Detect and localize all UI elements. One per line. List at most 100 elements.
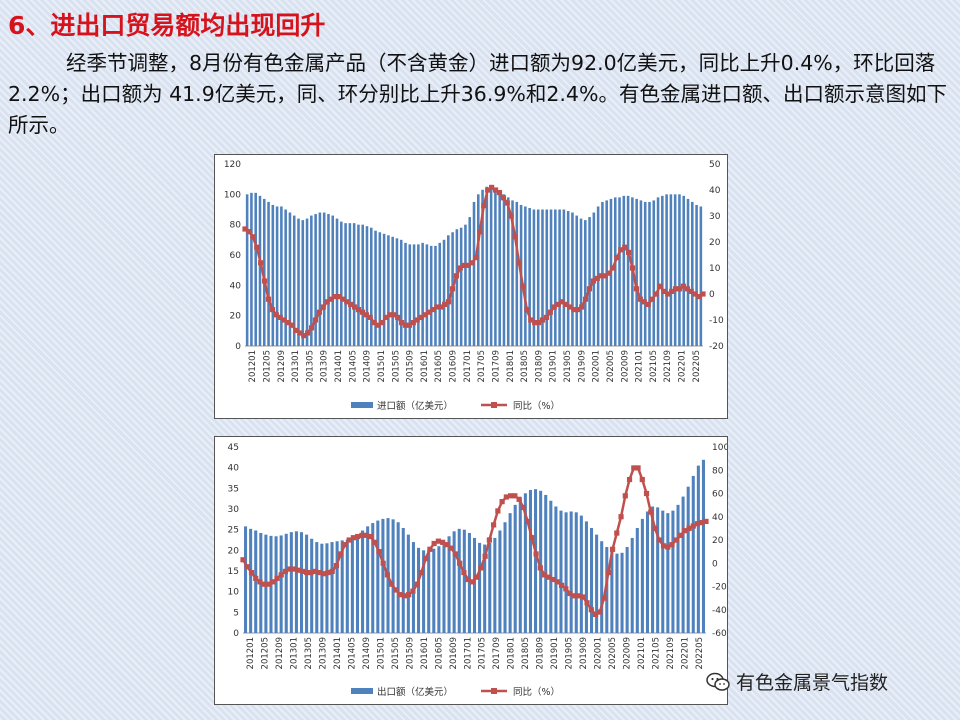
bar	[361, 530, 365, 633]
yoy-marker	[533, 551, 539, 557]
bar	[249, 528, 253, 633]
yoy-marker	[270, 579, 276, 585]
bar	[434, 245, 437, 346]
import-chart-svg: 0 20 40 60 80 100 120 -20 -10 0 10 20 30 40 50 201201 20…	[215, 155, 727, 418]
yoy-marker	[567, 304, 573, 310]
yoy-marker	[278, 572, 284, 578]
yoy-marker	[684, 286, 690, 292]
bar	[331, 215, 335, 346]
x-tick-label: 201405	[348, 350, 358, 382]
bar	[366, 526, 370, 633]
x-tick-label: 201301	[290, 637, 300, 669]
yoy-marker	[350, 535, 357, 541]
bar	[588, 217, 591, 346]
yoy-marker	[355, 533, 361, 540]
yoy-marker	[512, 234, 518, 240]
x-tick-label: 201601	[420, 637, 430, 669]
yoy-marker	[673, 286, 679, 292]
bar	[691, 475, 695, 633]
yoy-marker	[289, 322, 295, 328]
x-tick-label: 201901	[549, 350, 559, 382]
yoy-marker	[338, 551, 344, 557]
x-tick-label: 201709	[491, 350, 501, 382]
yoy-marker	[532, 320, 538, 326]
yoy-marker	[677, 532, 684, 538]
right-axis-tick-label: -20	[709, 342, 724, 352]
yoy-marker	[653, 291, 659, 297]
x-tick-label: 201201	[246, 637, 256, 669]
x-tick-label: 201205	[261, 637, 271, 669]
yoy-marker	[584, 600, 590, 606]
bar	[669, 194, 673, 346]
yoy-marker	[240, 557, 246, 563]
bar	[656, 197, 660, 346]
yoy-marker	[499, 499, 505, 505]
yoy-marker	[380, 560, 386, 566]
bar	[340, 221, 343, 346]
left-axis-tick-label: 0	[233, 629, 239, 639]
yoy-marker	[426, 309, 432, 315]
x-tick-label: 202109	[666, 637, 676, 669]
bar	[656, 507, 660, 633]
left-axis-tick-label: 0	[235, 342, 241, 352]
left-axis-tick-label: 40	[230, 281, 242, 291]
x-tick-label: 201305	[304, 637, 314, 669]
yoy-marker	[643, 490, 650, 497]
yoy-marker	[492, 187, 499, 193]
bar	[613, 197, 617, 346]
yoy-marker	[520, 283, 526, 289]
yoy-marker	[457, 560, 463, 566]
x-tick-label: 202001	[592, 350, 602, 382]
yoy-marker	[367, 314, 373, 320]
bar	[635, 198, 638, 346]
yoy-marker	[367, 533, 374, 540]
yoy-marker	[465, 576, 471, 583]
yoy-marker	[622, 244, 628, 250]
bar	[502, 194, 506, 346]
right-axis-tick-label: 20	[709, 238, 721, 248]
yoy-marker	[269, 307, 275, 313]
x-tick-label: 201209	[275, 637, 285, 669]
bar	[442, 542, 446, 633]
bar	[275, 206, 279, 346]
x-tick-label: 201909	[577, 350, 587, 382]
bar	[651, 506, 655, 633]
yoy-marker	[575, 593, 582, 599]
yoy-marker	[609, 546, 616, 552]
yoy-marker	[244, 564, 250, 570]
yoy-marker	[571, 307, 577, 313]
left-axis-tick-label: 100	[224, 190, 241, 200]
bar	[318, 212, 322, 346]
x-tick-label: 202201	[680, 637, 690, 669]
x-tick-label: 201309	[319, 637, 329, 669]
left-axis-tick-label: 30	[228, 505, 240, 515]
bar	[406, 534, 410, 633]
yoy-marker	[516, 260, 522, 266]
bar	[571, 212, 574, 346]
yoy-marker	[250, 234, 256, 240]
yoy-marker	[588, 607, 594, 613]
yoy-marker	[379, 320, 385, 326]
bar	[515, 201, 519, 346]
left-axis-tick-label: 20	[228, 546, 240, 556]
yoy-marker	[656, 537, 662, 543]
right-axis-tick-label: 50	[709, 160, 721, 170]
bar	[625, 547, 629, 633]
legend-line-marker	[491, 402, 497, 408]
yoy-marker	[401, 593, 408, 599]
bar	[462, 529, 466, 633]
bar	[350, 537, 354, 633]
yoy-marker	[328, 296, 334, 302]
yoy-marker	[444, 542, 450, 548]
bar	[325, 543, 329, 633]
body-paragraph: 经季节调整，8月份有色金属产品（不含黄金）进口额为92.0亿美元，同比上升0.4…	[8, 48, 953, 141]
yoy-marker	[508, 213, 514, 219]
bar	[244, 526, 248, 633]
bar	[554, 506, 558, 633]
bar	[452, 531, 456, 633]
yoy-marker	[547, 309, 553, 315]
yoy-marker	[265, 581, 272, 587]
yoy-marker	[312, 568, 318, 574]
export-chart: 0 5 10 15 20 25 30 35 40 45 -60 -40 -20 0 20 40 60 80 100 2…	[214, 436, 728, 705]
bar	[297, 218, 300, 346]
